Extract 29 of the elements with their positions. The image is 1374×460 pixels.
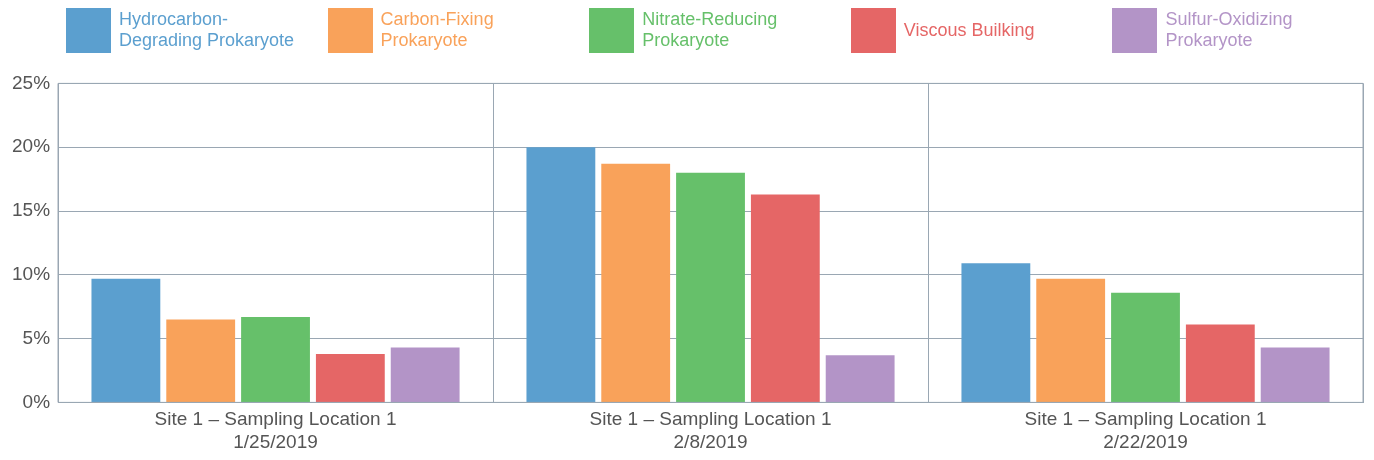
- bar: [825, 355, 895, 402]
- text: Hydrocarbon-Degrading Prokaryote: [119, 9, 296, 51]
- bar: [166, 319, 236, 402]
- bar: [750, 194, 820, 402]
- x-tick-label: Site 1 – Sampling Location 1 1/25/2019: [154, 408, 397, 452]
- y-tick-label: 5%: [22, 326, 51, 348]
- bar: [1111, 292, 1180, 402]
- bar: [1260, 347, 1330, 402]
- text: Viscous Builking: [903, 19, 1035, 41]
- x-tick-label: Site 1 – Sampling Location 1 2/8/2019: [589, 408, 832, 452]
- bar: [241, 316, 310, 402]
- y-tick-label: 25%: [12, 71, 51, 93]
- bar: [676, 172, 745, 402]
- y-tick-label: 20%: [12, 135, 51, 157]
- x-tick-label: Site 1 – Sampling Location 1 2/22/2019: [1024, 408, 1267, 452]
- text: Sulfur-Oxidizing Prokaryote: [1165, 9, 1294, 51]
- bar: [390, 347, 460, 402]
- bar: [601, 163, 671, 402]
- bar: [1185, 324, 1255, 402]
- y-tick-label: 10%: [12, 263, 51, 285]
- bar: [961, 263, 1031, 402]
- bar: [91, 278, 161, 402]
- y-tick-label: 15%: [12, 199, 51, 221]
- bar: [526, 147, 596, 402]
- y-tick-label: 0%: [22, 390, 51, 412]
- text: Carbon-Fixing Prokaryote: [380, 9, 495, 51]
- text: Nitrate-Reducing Prokaryote: [642, 9, 779, 51]
- bar: [1036, 278, 1106, 402]
- bar: [315, 353, 385, 402]
